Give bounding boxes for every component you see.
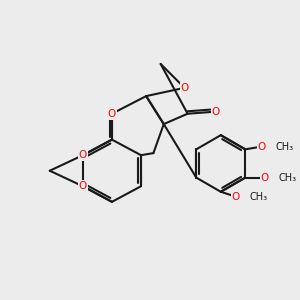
Text: O: O	[180, 83, 189, 93]
Text: CH₃: CH₃	[275, 142, 294, 152]
Text: O: O	[232, 192, 240, 202]
Text: O: O	[108, 109, 116, 119]
Text: O: O	[212, 106, 220, 117]
Text: CH₃: CH₃	[279, 172, 297, 183]
Text: O: O	[79, 150, 87, 160]
Text: O: O	[257, 142, 266, 152]
Text: O: O	[79, 181, 87, 191]
Text: O: O	[261, 172, 269, 183]
Text: CH₃: CH₃	[250, 192, 268, 202]
